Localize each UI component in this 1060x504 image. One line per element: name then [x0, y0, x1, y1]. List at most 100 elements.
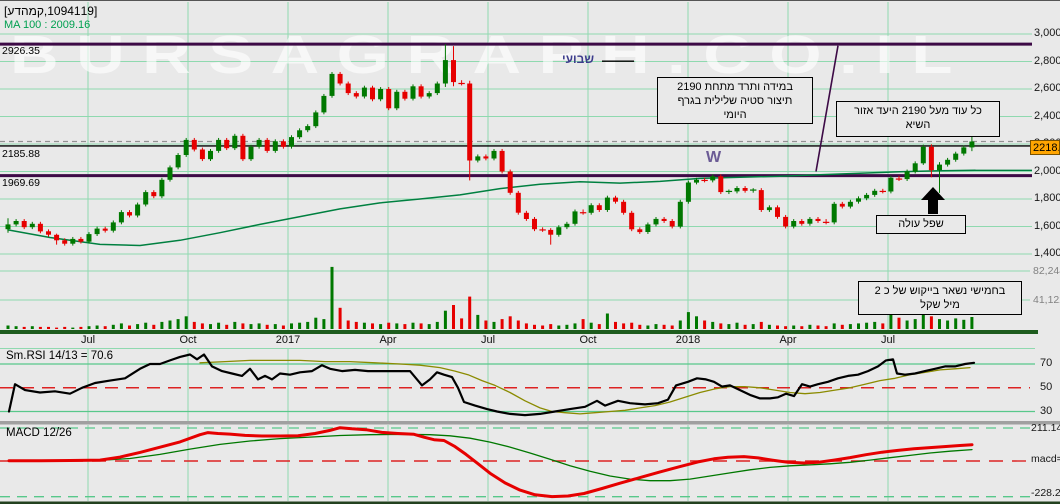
- candle-body: [151, 192, 156, 196]
- watermark-text: BURSAGRAPH.CO.IL: [10, 25, 970, 85]
- volume-bar: [476, 315, 479, 329]
- rsi-axis-label: 30: [1040, 405, 1052, 417]
- candle-body: [524, 213, 529, 219]
- candle-body: [945, 160, 950, 165]
- candle-body: [589, 205, 594, 213]
- volume-bar: [355, 322, 358, 329]
- price-axis-label: 1,800: [1034, 192, 1060, 204]
- volume-bar: [776, 326, 779, 330]
- volume-bar: [565, 325, 568, 329]
- candle-body: [435, 84, 440, 94]
- volume-bar: [209, 324, 212, 329]
- volume-bar: [517, 321, 520, 330]
- volume-bar: [322, 319, 325, 329]
- volume-bar: [484, 321, 487, 330]
- candle-body: [313, 112, 318, 126]
- candle-body: [127, 212, 132, 215]
- volume-bar: [379, 324, 382, 329]
- volume-bar: [687, 312, 690, 329]
- rsi-indicator-title: Sm.RSI 14/13 = 70.6: [6, 350, 113, 362]
- volume-bar: [881, 323, 884, 329]
- volume-bar: [193, 322, 196, 329]
- volume-bar: [768, 325, 771, 329]
- volume-bar: [63, 327, 66, 329]
- candle-body: [508, 172, 513, 193]
- volume-bar: [808, 325, 811, 329]
- candle-body: [159, 180, 164, 197]
- volume-axis-label: 82,244: [1033, 265, 1060, 277]
- volume-bar: [922, 314, 925, 330]
- candle-body: [743, 188, 748, 191]
- candle-body: [427, 93, 432, 96]
- candle-body: [718, 176, 723, 192]
- candle-body: [184, 140, 189, 155]
- candle-body: [119, 212, 124, 222]
- volume-bar: [614, 322, 617, 329]
- price-axis-label: 2,400: [1034, 110, 1060, 122]
- candle-body: [168, 167, 173, 179]
- candle-body: [443, 60, 448, 83]
- candle-body: [929, 147, 934, 170]
- candle-body: [735, 188, 740, 191]
- candle-body: [103, 229, 108, 231]
- candle-body: [411, 86, 416, 98]
- candle-body: [257, 140, 262, 147]
- candle-body: [22, 221, 27, 227]
- candle-body: [354, 93, 359, 96]
- volume-bar: [452, 305, 455, 329]
- volume-bar: [646, 326, 649, 330]
- candle-body: [483, 156, 488, 158]
- candle-body: [686, 183, 691, 202]
- volume-bar: [298, 323, 301, 329]
- macd-axis-label: 211.14: [1031, 422, 1060, 434]
- price-level-label: 1969.69: [2, 177, 40, 189]
- volume-bar: [339, 308, 342, 329]
- volume-bar: [954, 318, 957, 329]
- candle-body: [208, 151, 213, 159]
- candle-body: [467, 84, 472, 161]
- volume-bar: [695, 316, 698, 329]
- candle-body: [613, 198, 618, 202]
- x-axis-label: Jul: [481, 334, 495, 346]
- volume-bar: [412, 323, 415, 329]
- x-axis-label: Jul: [881, 334, 895, 346]
- volume-bar: [136, 324, 139, 329]
- candle-body: [969, 142, 974, 148]
- volume-bar: [436, 322, 439, 329]
- symbol-id: ,1094119]: [44, 4, 97, 18]
- volume-bar: [671, 326, 674, 330]
- annotation-box-volume: בחמישי נשאר בייקוש של כ 2 מיל שקל: [858, 281, 1022, 315]
- x-axis-label: Apr: [779, 334, 796, 346]
- panel-separator: [0, 421, 1060, 425]
- x-axis-label: Apr: [379, 334, 396, 346]
- x-axis-label: Oct: [579, 334, 596, 346]
- volume-bar: [533, 325, 536, 329]
- volume-bar: [266, 325, 269, 329]
- volume-bar: [144, 323, 147, 329]
- candle-body: [832, 204, 837, 223]
- candle-body: [62, 240, 67, 243]
- candle-body: [913, 163, 918, 171]
- candle-body: [775, 207, 780, 217]
- candle-body: [961, 147, 966, 153]
- candle-body: [637, 229, 642, 232]
- volume-bar: [509, 316, 512, 329]
- volume-bar: [160, 322, 163, 329]
- volume-bar: [177, 319, 180, 329]
- volume-bar: [549, 324, 552, 329]
- candle-body: [46, 231, 51, 234]
- volume-bar: [582, 319, 585, 329]
- candle-body: [265, 140, 270, 151]
- macd-axis-label: macd=: [1031, 453, 1060, 465]
- candle-body: [905, 172, 910, 180]
- candle-body: [38, 224, 43, 232]
- ma-legend: MA 100 : 2009.16: [4, 19, 90, 31]
- volume-bar: [250, 324, 253, 329]
- volume-bar: [444, 311, 447, 329]
- volume-bar: [663, 325, 666, 329]
- volume-bar: [865, 323, 868, 329]
- volume-bar: [800, 326, 803, 329]
- candle-body: [597, 205, 602, 210]
- candle-body: [378, 89, 383, 99]
